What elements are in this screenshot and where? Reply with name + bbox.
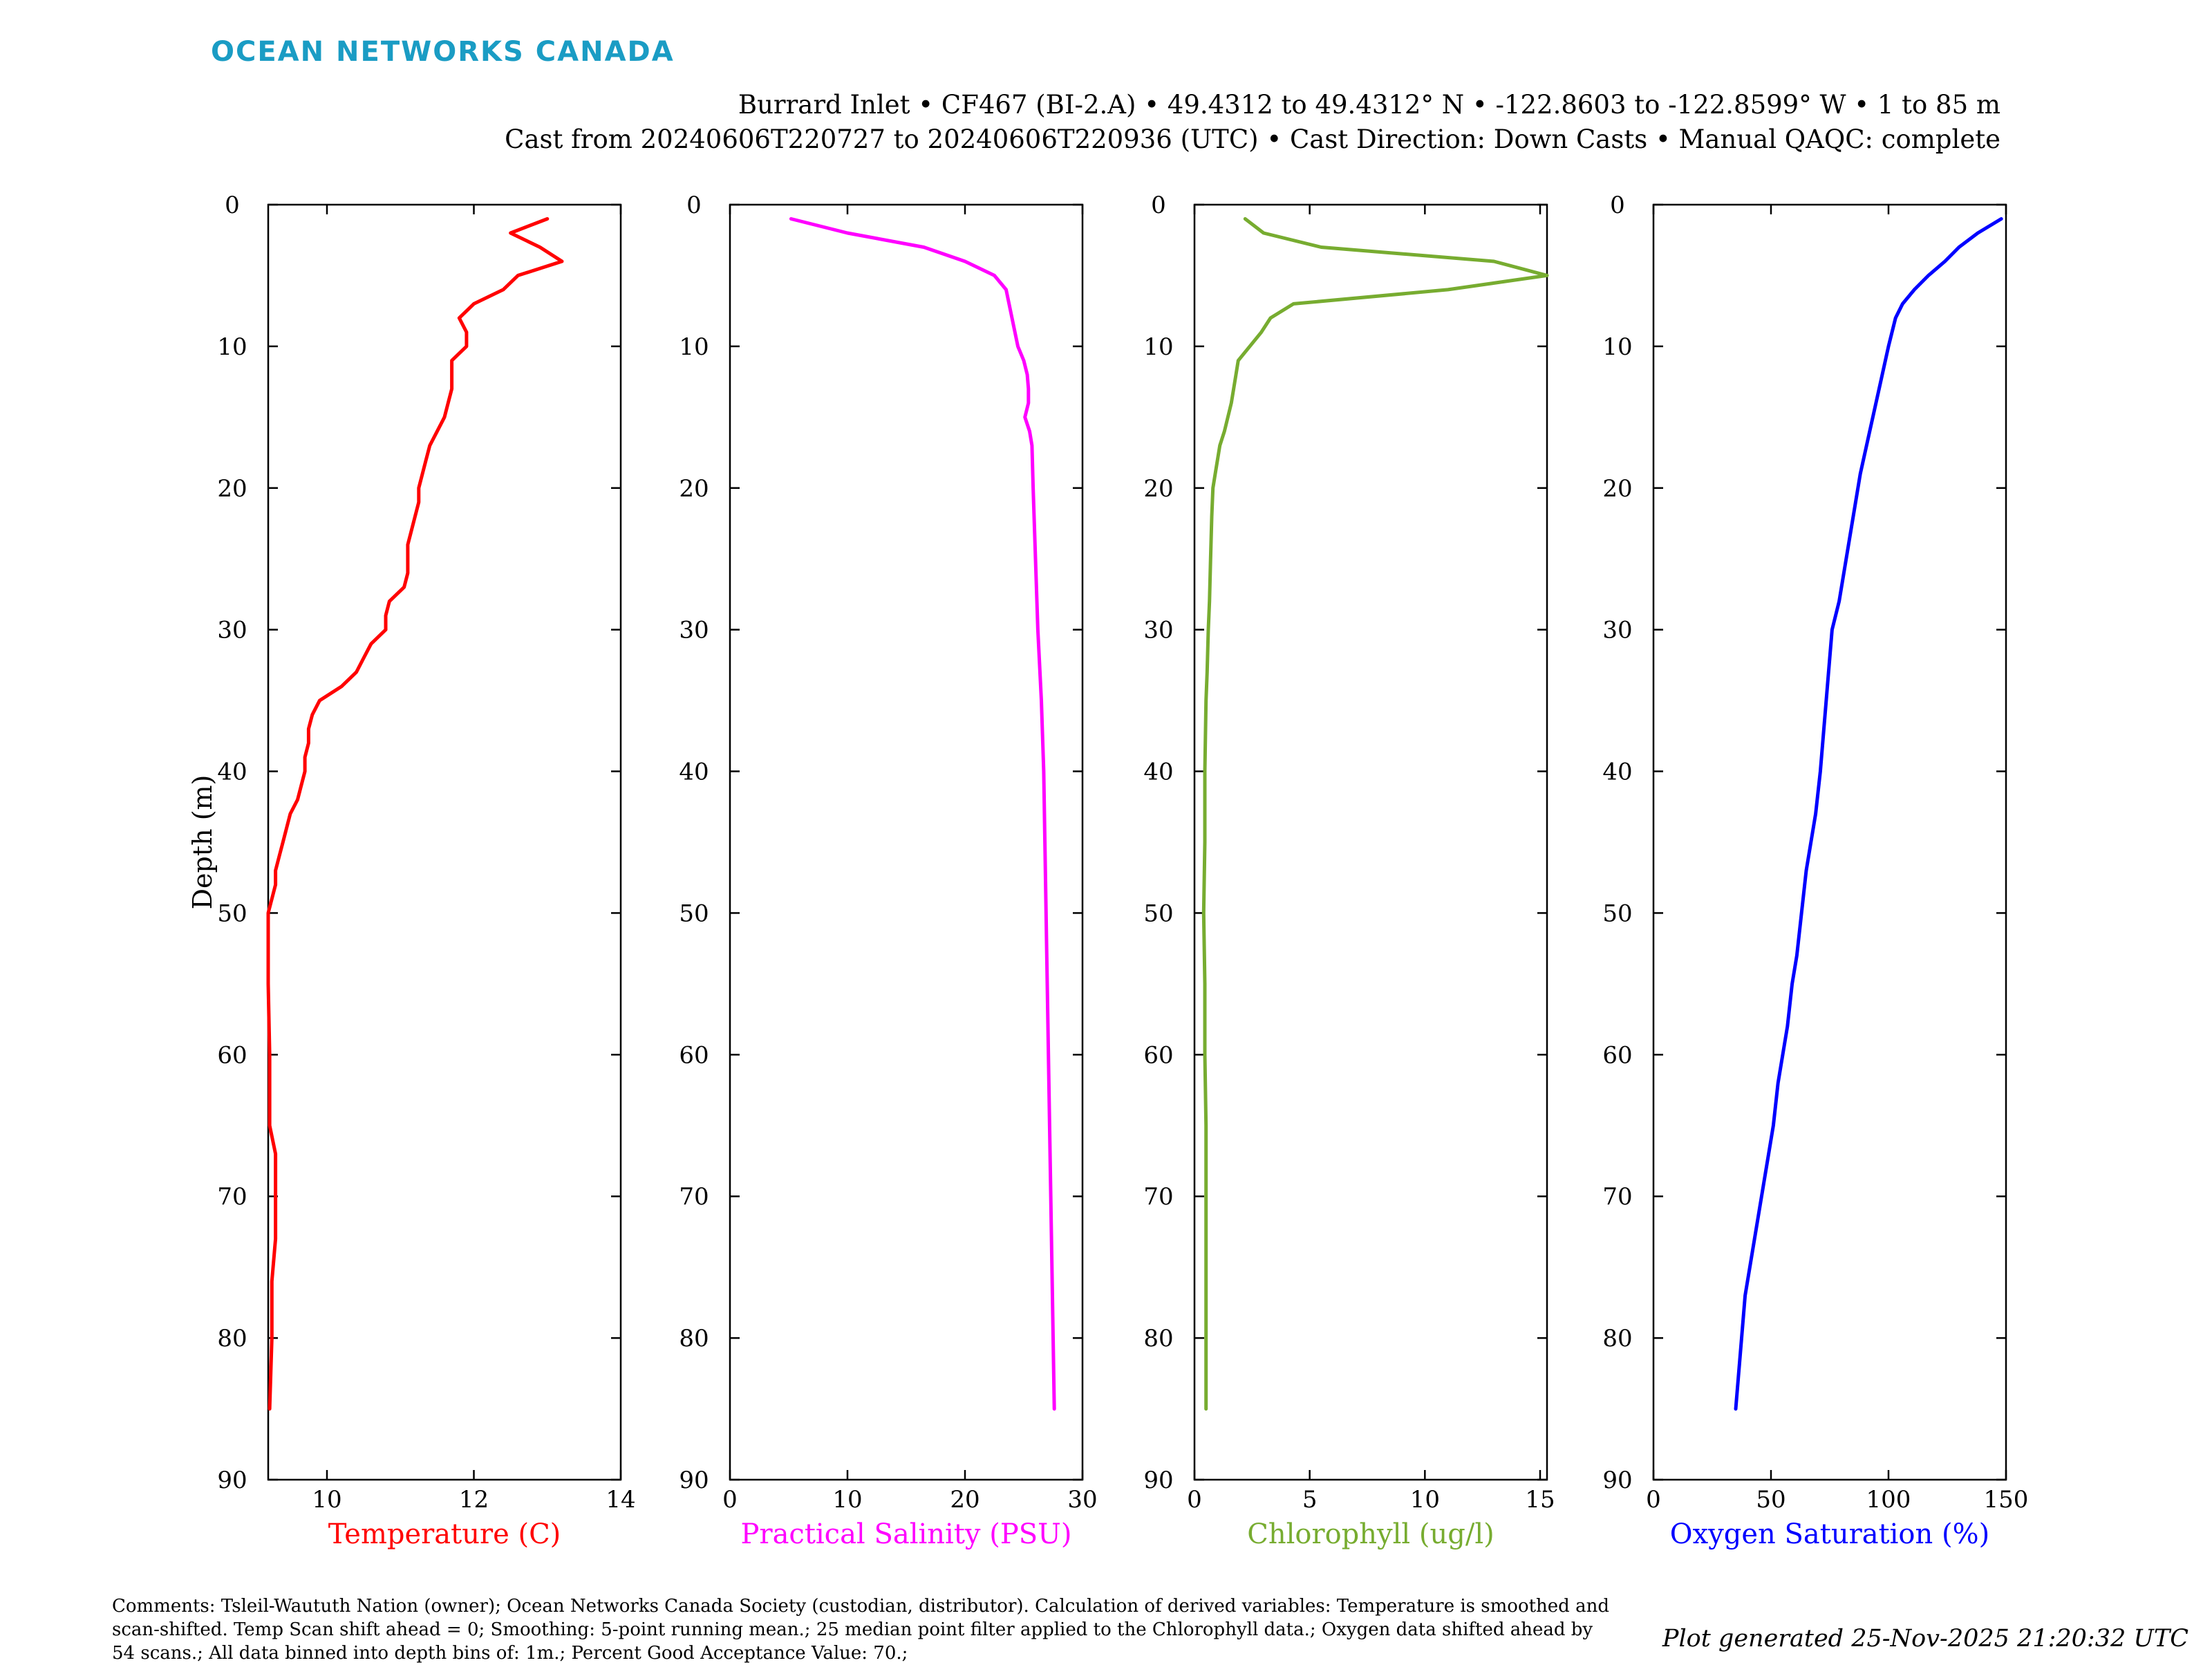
x-tick-label: 15 (1525, 1486, 1555, 1514)
axes-frame-3 (1193, 203, 1548, 1481)
x-tick-label: 50 (1756, 1486, 1785, 1514)
x-tick-label: 0 (1187, 1486, 1202, 1514)
axes-frame-4 (1652, 203, 2007, 1481)
series-line-2 (789, 217, 1056, 1411)
y-tick-label: 80 (1143, 1325, 1173, 1352)
y-tick-label: 30 (1143, 617, 1173, 644)
x-tick-label: 30 (1067, 1486, 1097, 1514)
y-tick-label: 60 (217, 1041, 247, 1069)
y-tick-label: 20 (217, 475, 247, 503)
plot-generated-timestamp: Plot generated 25-Nov-2025 21:20:32 UTC (1662, 1625, 2188, 1653)
x-tick-label: 10 (832, 1486, 862, 1514)
y-tick-label: 60 (679, 1041, 709, 1069)
y-tick-label: 50 (679, 900, 709, 927)
comments-text: Comments: Tsleil-Waututh Nation (owner);… (112, 1596, 1609, 1664)
axes-frame-1 (267, 203, 622, 1481)
y-tick-label: 20 (1143, 475, 1173, 503)
y-tick-label: 60 (1143, 1041, 1173, 1069)
y-tick-label: 0 (1610, 192, 1625, 219)
y-tick-label: 50 (217, 900, 247, 927)
y-tick-label: 80 (217, 1325, 247, 1352)
y-tick-label: 50 (1143, 900, 1173, 927)
x-tick-label: 14 (606, 1486, 635, 1514)
x-tick-label: 0 (1646, 1486, 1661, 1514)
x-tick-label: 10 (312, 1486, 341, 1514)
series-line-3 (1201, 217, 1549, 1411)
y-tick-label: 60 (1602, 1041, 1632, 1069)
y-tick-label: 30 (1602, 617, 1632, 644)
x-tick-label: 150 (1984, 1486, 2029, 1514)
axes-frame-2 (729, 203, 1084, 1481)
y-tick-label: 70 (217, 1183, 247, 1211)
plot-title-location: Burrard Inlet • CF467 (BI-2.A) • 49.4312… (738, 90, 2000, 120)
plot-title-cast: Cast from 20240606T220727 to 20240606T22… (505, 124, 2000, 154)
y-tick-label: 30 (217, 617, 247, 644)
series-line-1 (266, 217, 564, 1411)
y-tick-label: 10 (217, 333, 247, 361)
y-tick-label: 30 (679, 617, 709, 644)
x-axis-label: Chlorophyll (ug/l) (1247, 1518, 1494, 1550)
y-tick-label: 40 (679, 759, 709, 786)
y-tick-label: 80 (1602, 1325, 1632, 1352)
x-tick-label: 5 (1302, 1486, 1318, 1514)
series-line-4 (1734, 217, 2003, 1411)
x-tick-label: 20 (950, 1486, 980, 1514)
x-tick-label: 10 (1410, 1486, 1440, 1514)
y-tick-label: 40 (217, 759, 247, 786)
y-tick-label: 10 (1602, 333, 1632, 361)
y-tick-label: 90 (1602, 1467, 1632, 1494)
y-tick-label: 70 (679, 1183, 709, 1211)
x-axis-label: Practical Salinity (PSU) (741, 1518, 1072, 1550)
y-tick-label: 10 (679, 333, 709, 361)
y-tick-label: 90 (217, 1467, 247, 1494)
y-tick-label: 90 (679, 1467, 709, 1494)
y-tick-label: 50 (1602, 900, 1632, 927)
y-tick-label: 0 (1151, 192, 1166, 219)
x-tick-label: 0 (722, 1486, 738, 1514)
y-tick-label: 70 (1602, 1183, 1632, 1211)
y-tick-label: 20 (1602, 475, 1632, 503)
x-axis-label: Oxygen Saturation (%) (1670, 1518, 1989, 1550)
onc-logo: OCEAN NETWORKS CANADA (211, 36, 675, 68)
x-tick-label: 12 (459, 1486, 489, 1514)
y-tick-label: 80 (679, 1325, 709, 1352)
y-tick-label: 20 (679, 475, 709, 503)
y-tick-label: 10 (1143, 333, 1173, 361)
y-axis-label: Depth (m) (187, 775, 218, 910)
y-tick-label: 0 (225, 192, 240, 219)
y-tick-label: 0 (686, 192, 702, 219)
x-tick-label: 100 (1866, 1486, 1911, 1514)
x-axis-label: Temperature (C) (328, 1518, 561, 1550)
y-tick-label: 90 (1143, 1467, 1173, 1494)
y-tick-label: 40 (1143, 759, 1173, 786)
y-tick-label: 70 (1143, 1183, 1173, 1211)
y-tick-label: 40 (1602, 759, 1632, 786)
